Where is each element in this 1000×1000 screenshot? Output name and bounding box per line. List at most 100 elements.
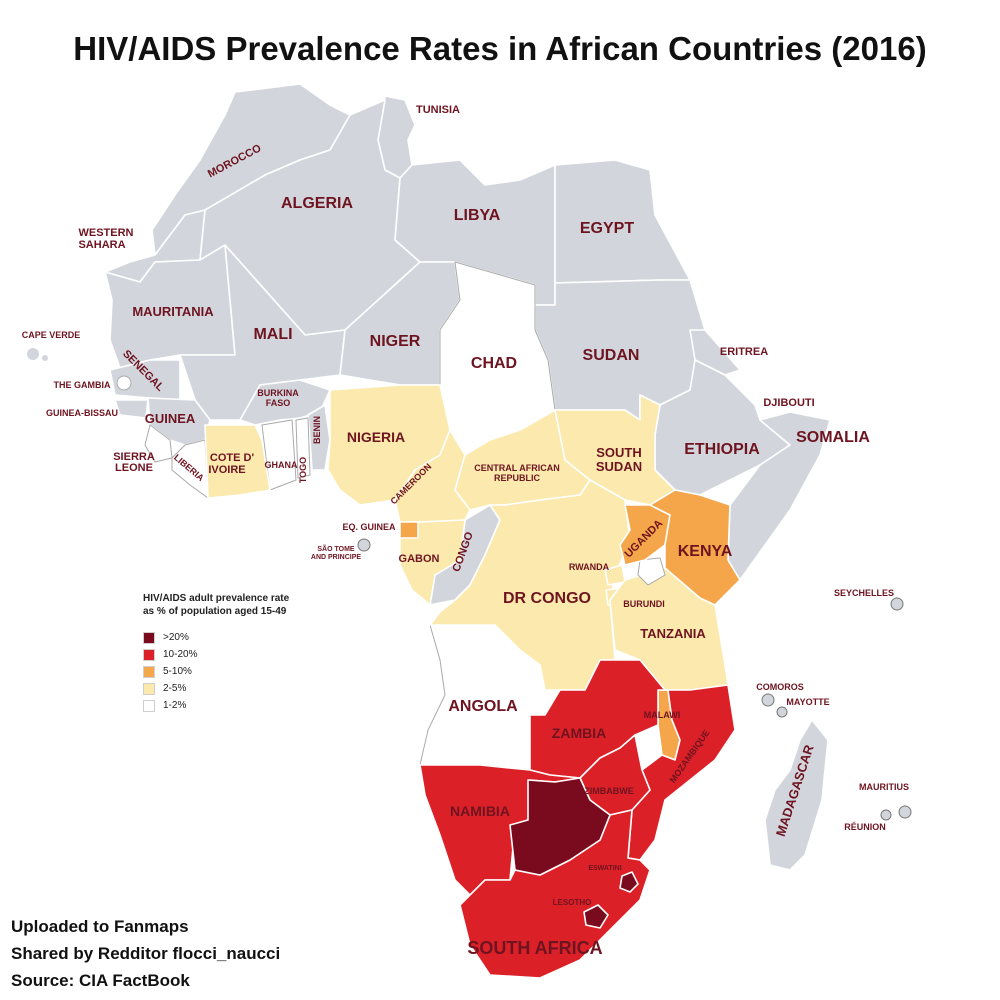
region-togo[interactable]: [295, 417, 311, 479]
label-zimbabwe: ZIMBABWE: [584, 786, 634, 796]
region-seychelles[interactable]: [890, 597, 904, 611]
legend-item: 1-2%: [143, 697, 289, 714]
legend-swatch: [143, 665, 155, 678]
label-sudan: SUDAN: [583, 347, 640, 364]
label-zambia: ZAMBIA: [552, 725, 606, 741]
label-kenya: KENYA: [678, 543, 733, 560]
region-reunion[interactable]: [880, 809, 892, 821]
label-eritrea: ERITREA: [720, 346, 768, 358]
legend-title-line-2: as % of population aged 15-49: [143, 606, 287, 617]
label-lesotho: LESOTHO: [553, 898, 592, 907]
legend-item: 10-20%: [143, 646, 289, 663]
region-guinea-bissau[interactable]: [114, 399, 149, 419]
label-namibia: NAMIBIA: [450, 803, 510, 819]
region-lesotho[interactable]: [583, 904, 609, 929]
region-eq-guinea[interactable]: [399, 521, 419, 539]
label-benin: BENIN: [312, 416, 322, 444]
label-burundi: BURUNDI: [623, 599, 665, 609]
region-mayotte[interactable]: [776, 706, 788, 718]
region-cote-divoire[interactable]: [204, 424, 271, 499]
label-western-sahara-2: SAHARA: [78, 239, 125, 251]
label-gabon: GABON: [399, 553, 440, 565]
region-cape-verde-islet: [42, 355, 48, 361]
region-eswatini[interactable]: [619, 871, 639, 893]
region-botswana[interactable]: [509, 777, 611, 876]
legend-label: 2-5%: [163, 683, 187, 694]
label-nigeria: NIGERIA: [347, 429, 405, 445]
region-benin[interactable]: [307, 404, 331, 471]
legend-swatch: [143, 648, 155, 661]
legend-swatch: [143, 682, 155, 695]
legend-swatch: [143, 631, 155, 644]
map-title: HIV/AIDS Prevalence Rates in African Cou…: [73, 30, 927, 67]
legend-label: >20%: [163, 632, 189, 643]
legend-item: 2-5%: [143, 680, 289, 697]
label-tanzania: TANZANIA: [640, 626, 706, 641]
label-djibouti: DJIBOUTI: [763, 397, 814, 409]
label-mauritius: MAURITIUS: [859, 782, 909, 792]
region-comoros[interactable]: [761, 693, 775, 707]
label-cape-verde: CAPE VERDE: [22, 330, 81, 340]
region-kenya[interactable]: [649, 489, 741, 606]
legend-title-line-1: HIV/AIDS adult prevalence rate: [143, 593, 290, 604]
label-burkina-faso-1: BURKINA: [257, 388, 299, 398]
label-western-sahara-1: WESTERN: [79, 227, 134, 239]
legend-item: >20%: [143, 629, 289, 646]
label-guinea: GUINEA: [145, 411, 196, 426]
label-car-1: CENTRAL AFRICAN: [474, 463, 560, 473]
region-madagascar[interactable]: [764, 719, 829, 871]
legend-swatch: [143, 699, 155, 712]
label-burkina-faso-2: FASO: [266, 398, 291, 408]
legend: HIV/AIDS adult prevalence rate as % of p…: [143, 592, 289, 714]
label-angola: ANGOLA: [448, 698, 518, 715]
label-sierra-leone-1: SIERRA: [113, 451, 155, 463]
region-mauritius[interactable]: [898, 805, 912, 819]
credit-source: Source: CIA FactBook: [11, 971, 190, 990]
label-mayotte: MAYOTTE: [786, 697, 829, 707]
legend-item: 5-10%: [143, 663, 289, 680]
label-niger: NIGER: [370, 333, 421, 350]
label-dr-congo: DR CONGO: [503, 590, 591, 607]
label-reunion: RÉUNION: [844, 822, 886, 832]
credit-uploaded: Uploaded to Fanmaps: [11, 917, 189, 936]
region-lake-victoria: [637, 557, 666, 586]
label-malawi: MALAWI: [644, 710, 681, 720]
legend-title: HIV/AIDS adult prevalence rate as % of p…: [143, 592, 289, 618]
label-ghana: GHANA: [265, 460, 298, 470]
region-cape-verde[interactable]: [27, 348, 39, 360]
label-somalia: SOMALIA: [796, 429, 870, 446]
label-chad: CHAD: [471, 355, 517, 372]
label-libya: LIBYA: [454, 207, 501, 224]
credit-shared: Shared by Redditor flocci_naucci: [11, 944, 281, 963]
label-ethiopia: ETHIOPIA: [684, 441, 760, 458]
label-eswatini: ESWATINI: [588, 865, 621, 872]
region-sao-tome[interactable]: [357, 538, 371, 552]
label-mauritania: MAURITANIA: [132, 304, 214, 319]
label-comoros: COMOROS: [756, 682, 804, 692]
label-south-africa: SOUTH AFRICA: [467, 938, 602, 958]
label-south-sudan-1: SOUTH: [596, 445, 642, 460]
region-the-gambia[interactable]: [116, 375, 132, 391]
label-egypt: EGYPT: [580, 220, 634, 237]
label-sao-tome-1: SÃO TOME: [317, 544, 355, 553]
label-seychelles: SEYCHELLES: [834, 588, 894, 598]
label-sao-tome-2: AND PRINCIPE: [311, 554, 362, 561]
region-gabon[interactable]: [399, 519, 466, 606]
label-mali: MALI: [253, 326, 292, 343]
label-algeria: ALGERIA: [281, 195, 353, 212]
label-south-sudan-2: SUDAN: [596, 459, 642, 474]
legend-label: 1-2%: [163, 700, 187, 711]
label-rwanda: RWANDA: [569, 562, 610, 572]
label-car-2: REPUBLIC: [494, 473, 541, 483]
credits: Uploaded to Fanmaps Shared by Redditor f…: [11, 913, 280, 994]
legend-label: 10-20%: [163, 649, 198, 660]
label-the-gambia: THE GAMBIA: [54, 380, 111, 390]
label-cote-divoire-1: COTE D': [210, 452, 255, 464]
legend-label: 5-10%: [163, 666, 192, 677]
label-guinea-bissau: GUINEA-BISSAU: [46, 408, 118, 418]
label-togo: TOGO: [298, 457, 308, 483]
label-cote-divoire-2: IVOIRE: [208, 464, 245, 476]
region-sierra-leone[interactable]: [144, 424, 173, 463]
label-sierra-leone-2: LEONE: [115, 462, 153, 474]
